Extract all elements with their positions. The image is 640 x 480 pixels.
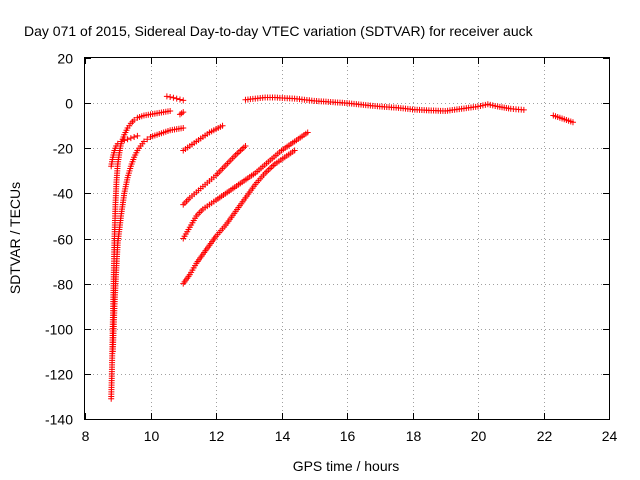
y-axis-label: SDTVAR / TECUs [7,182,23,294]
data-point [242,142,249,149]
grid [85,58,609,419]
ticks [85,58,610,420]
series-track-2 [109,124,187,355]
tick-labels: 8 10 12 14 16 18 20 22 24 -140 -120 -100 -80 -60 -40 -2… [45,51,618,445]
series-track-11 [550,112,576,126]
series-track-3 [108,132,141,170]
x-tick-label: 12 [209,428,225,444]
data-point [569,119,576,126]
data-point [520,106,527,113]
series-track-8 [180,129,311,242]
data-point [163,93,170,100]
data-point [176,96,183,103]
data-point [291,147,298,154]
data-point [134,132,141,139]
data-point [180,97,187,104]
data-point [167,94,174,101]
data-point [180,109,187,116]
chart-title: Day 071 of 2015, Sidereal Day-to-day VTE… [24,23,534,39]
series-track-1 [108,108,174,402]
series-track-4 [163,93,187,104]
y-tick-label: -140 [45,412,73,428]
data-point [167,108,174,115]
y-tick-label: -120 [45,367,73,383]
data-point [144,136,151,143]
series-track-10 [242,94,527,115]
data-point [127,135,134,142]
data-point [140,138,147,145]
y-tick-label: -40 [53,186,73,202]
x-axis-label: GPS time / hours [293,458,400,474]
x-tick-label: 14 [275,428,291,444]
y-tick-label: -80 [53,277,73,293]
x-tick-label: 20 [471,428,487,444]
data-point [114,140,121,147]
series-track-6 [180,122,226,154]
y-tick-label: 0 [65,96,73,112]
data-point [304,129,311,136]
data-point [131,133,138,140]
data-point [173,95,180,102]
data-point [131,117,138,124]
data-point [124,136,131,143]
data-point [121,137,128,144]
series-track-5 [176,109,187,118]
x-tick-label: 24 [602,428,618,444]
x-tick-label: 10 [144,428,160,444]
data-point [170,94,177,101]
data-points [108,93,576,402]
series-track-7 [180,142,249,208]
y-tick-label: -100 [45,322,73,338]
x-tick-label: 8 [82,428,90,444]
y-tick-label: -20 [53,141,73,157]
series-track-9 [180,147,298,287]
y-tick-label: -60 [53,232,73,248]
x-tick-label: 16 [340,428,356,444]
data-point [219,122,226,129]
y-tick-label: 20 [57,51,73,67]
plot-frame [84,57,610,420]
x-tick-label: 18 [406,428,422,444]
data-point [118,138,125,145]
data-point [180,124,187,131]
x-tick-label: 22 [537,428,553,444]
